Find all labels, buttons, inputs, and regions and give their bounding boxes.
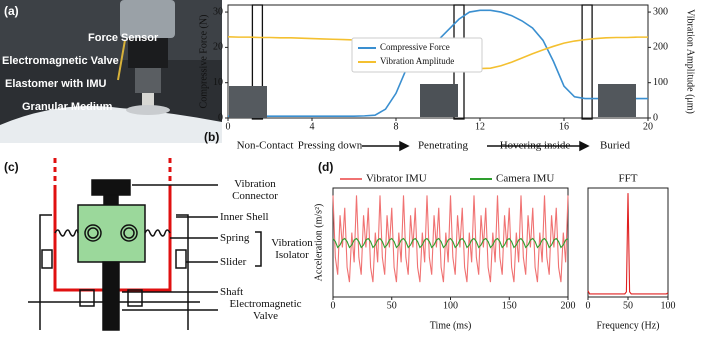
x-tick-label: 50 xyxy=(623,300,633,311)
stage-marker xyxy=(251,4,264,120)
annotation: Force Sensor xyxy=(88,32,159,44)
x-tick-label: 4 xyxy=(310,121,315,132)
stage-label: Buried xyxy=(600,140,630,152)
panel-label: (d) xyxy=(318,160,333,174)
y-tick-label: 10 xyxy=(213,77,223,88)
y2-tick-label: 100 xyxy=(653,77,668,88)
part-label: Slider xyxy=(220,256,247,268)
x-tick-label: 8 xyxy=(394,121,399,132)
y2-tick-label: 200 xyxy=(653,42,668,53)
stage-marker xyxy=(581,4,593,120)
part-label: Vibration Connector xyxy=(232,178,278,202)
part-label: Electromagnetic Valve xyxy=(229,298,302,322)
y-tick-label: 0 xyxy=(218,112,223,123)
diagram-c xyxy=(28,158,262,331)
x-tick-label: 200 xyxy=(561,300,576,311)
x-tick-label: 0 xyxy=(226,121,231,132)
stage-arrows xyxy=(362,140,590,152)
part-label: Inner Shell xyxy=(220,211,269,223)
y-axis-label: Compressive Force (N) xyxy=(198,15,209,109)
x-tick-label: 16 xyxy=(559,121,569,132)
x-axis-label: Frequency (Hz) xyxy=(596,320,659,331)
legend-label: Vibrator IMU xyxy=(366,173,427,185)
part-label: Shaft xyxy=(220,286,244,298)
inset-photos xyxy=(229,84,636,118)
y-tick-label: 20 xyxy=(213,42,223,53)
panel-label: (b) xyxy=(204,130,219,144)
legend-label: Camera IMU xyxy=(496,173,554,185)
x-tick-label: 20 xyxy=(643,121,653,132)
legend-label: Vibration Amplitude xyxy=(380,56,454,66)
x-tick-label: 12 xyxy=(475,121,485,132)
plot-frame xyxy=(227,4,649,119)
y2-axis-label: Vibration Amplitude (μm) xyxy=(685,9,696,114)
x-tick-label: 100 xyxy=(661,300,676,311)
data-line xyxy=(587,193,669,295)
stage-label: Non-Contact xyxy=(237,140,294,152)
x-tick-label: 150 xyxy=(502,300,517,311)
x-tick-label: 0 xyxy=(331,300,336,311)
panel-label: (c) xyxy=(4,160,19,174)
annotation: Elastomer with IMU xyxy=(5,78,107,90)
x-axis-label: Time (ms) xyxy=(430,320,472,331)
panel-label: (a) xyxy=(4,4,19,18)
stage-label: Pressing down xyxy=(298,140,363,152)
y2-tick-label: 300 xyxy=(653,6,668,17)
part-label: Vibration Isolator xyxy=(271,237,313,261)
x-tick-label: 50 xyxy=(387,300,397,311)
y-axis-label: Acceleration (m/s²) xyxy=(313,204,324,282)
legend-box xyxy=(351,37,483,73)
annotation: Granular Medium xyxy=(22,101,113,113)
y-tick-label: 30 xyxy=(213,6,223,17)
y2-tick-label: 0 xyxy=(653,112,658,123)
stage-label: Penetrating xyxy=(418,140,469,152)
chart-title: FFT xyxy=(619,173,638,185)
legend-label: Compressive Force xyxy=(380,42,450,52)
data-line xyxy=(332,237,569,249)
data-line xyxy=(332,195,569,283)
x-tick-label: 0 xyxy=(586,300,591,311)
x-tick-label: 100 xyxy=(443,300,458,311)
photo-a xyxy=(0,0,222,143)
annotation: Electromagnetic Valve xyxy=(2,55,119,67)
part-label: Spring xyxy=(220,232,250,244)
